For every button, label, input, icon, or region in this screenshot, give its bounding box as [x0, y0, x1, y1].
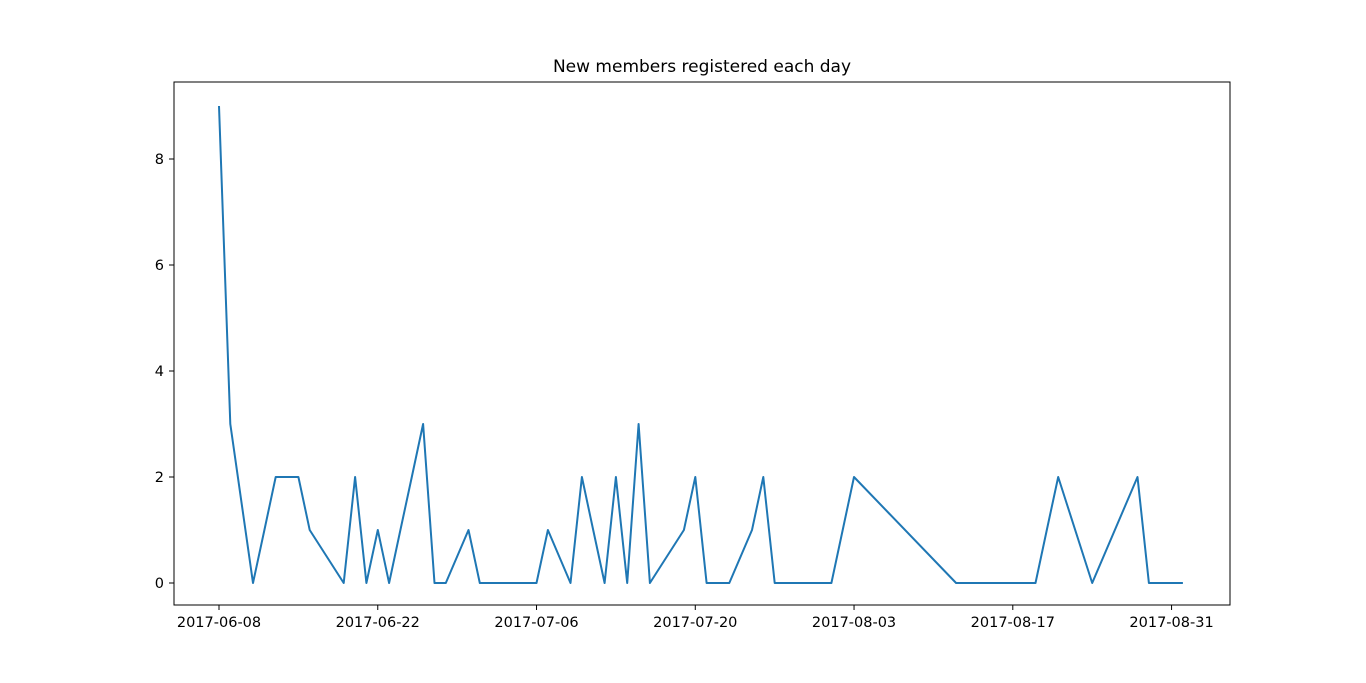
plot-frame [173, 81, 1231, 606]
x-tick-label: 2017-08-03 [812, 615, 896, 631]
y-axis-ticks [169, 158, 174, 584]
x-tick-label: 2017-08-17 [971, 615, 1055, 631]
y-axis-tick-labels: 0 2 4 6 8 [155, 152, 164, 592]
x-axis-ticks [218, 605, 1173, 610]
data-line [218, 105, 1183, 584]
x-tick-label: 2017-07-20 [653, 615, 737, 631]
y-tick-label: 0 [155, 576, 164, 592]
y-tick-label: 4 [155, 364, 164, 380]
x-tick-label: 2017-08-31 [1129, 615, 1213, 631]
x-tick-label: 2017-07-06 [494, 615, 578, 631]
x-tick-label: 2017-06-08 [177, 615, 261, 631]
y-tick-label: 2 [155, 470, 164, 486]
x-tick-label: 2017-06-22 [336, 615, 420, 631]
y-tick-label: 8 [155, 152, 164, 168]
y-tick-label: 6 [155, 258, 164, 274]
x-axis-tick-labels: 2017-06-08 2017-06-22 2017-07-06 2017-07-20… [177, 615, 1214, 631]
chart-title: New members registered each day [552, 57, 852, 77]
